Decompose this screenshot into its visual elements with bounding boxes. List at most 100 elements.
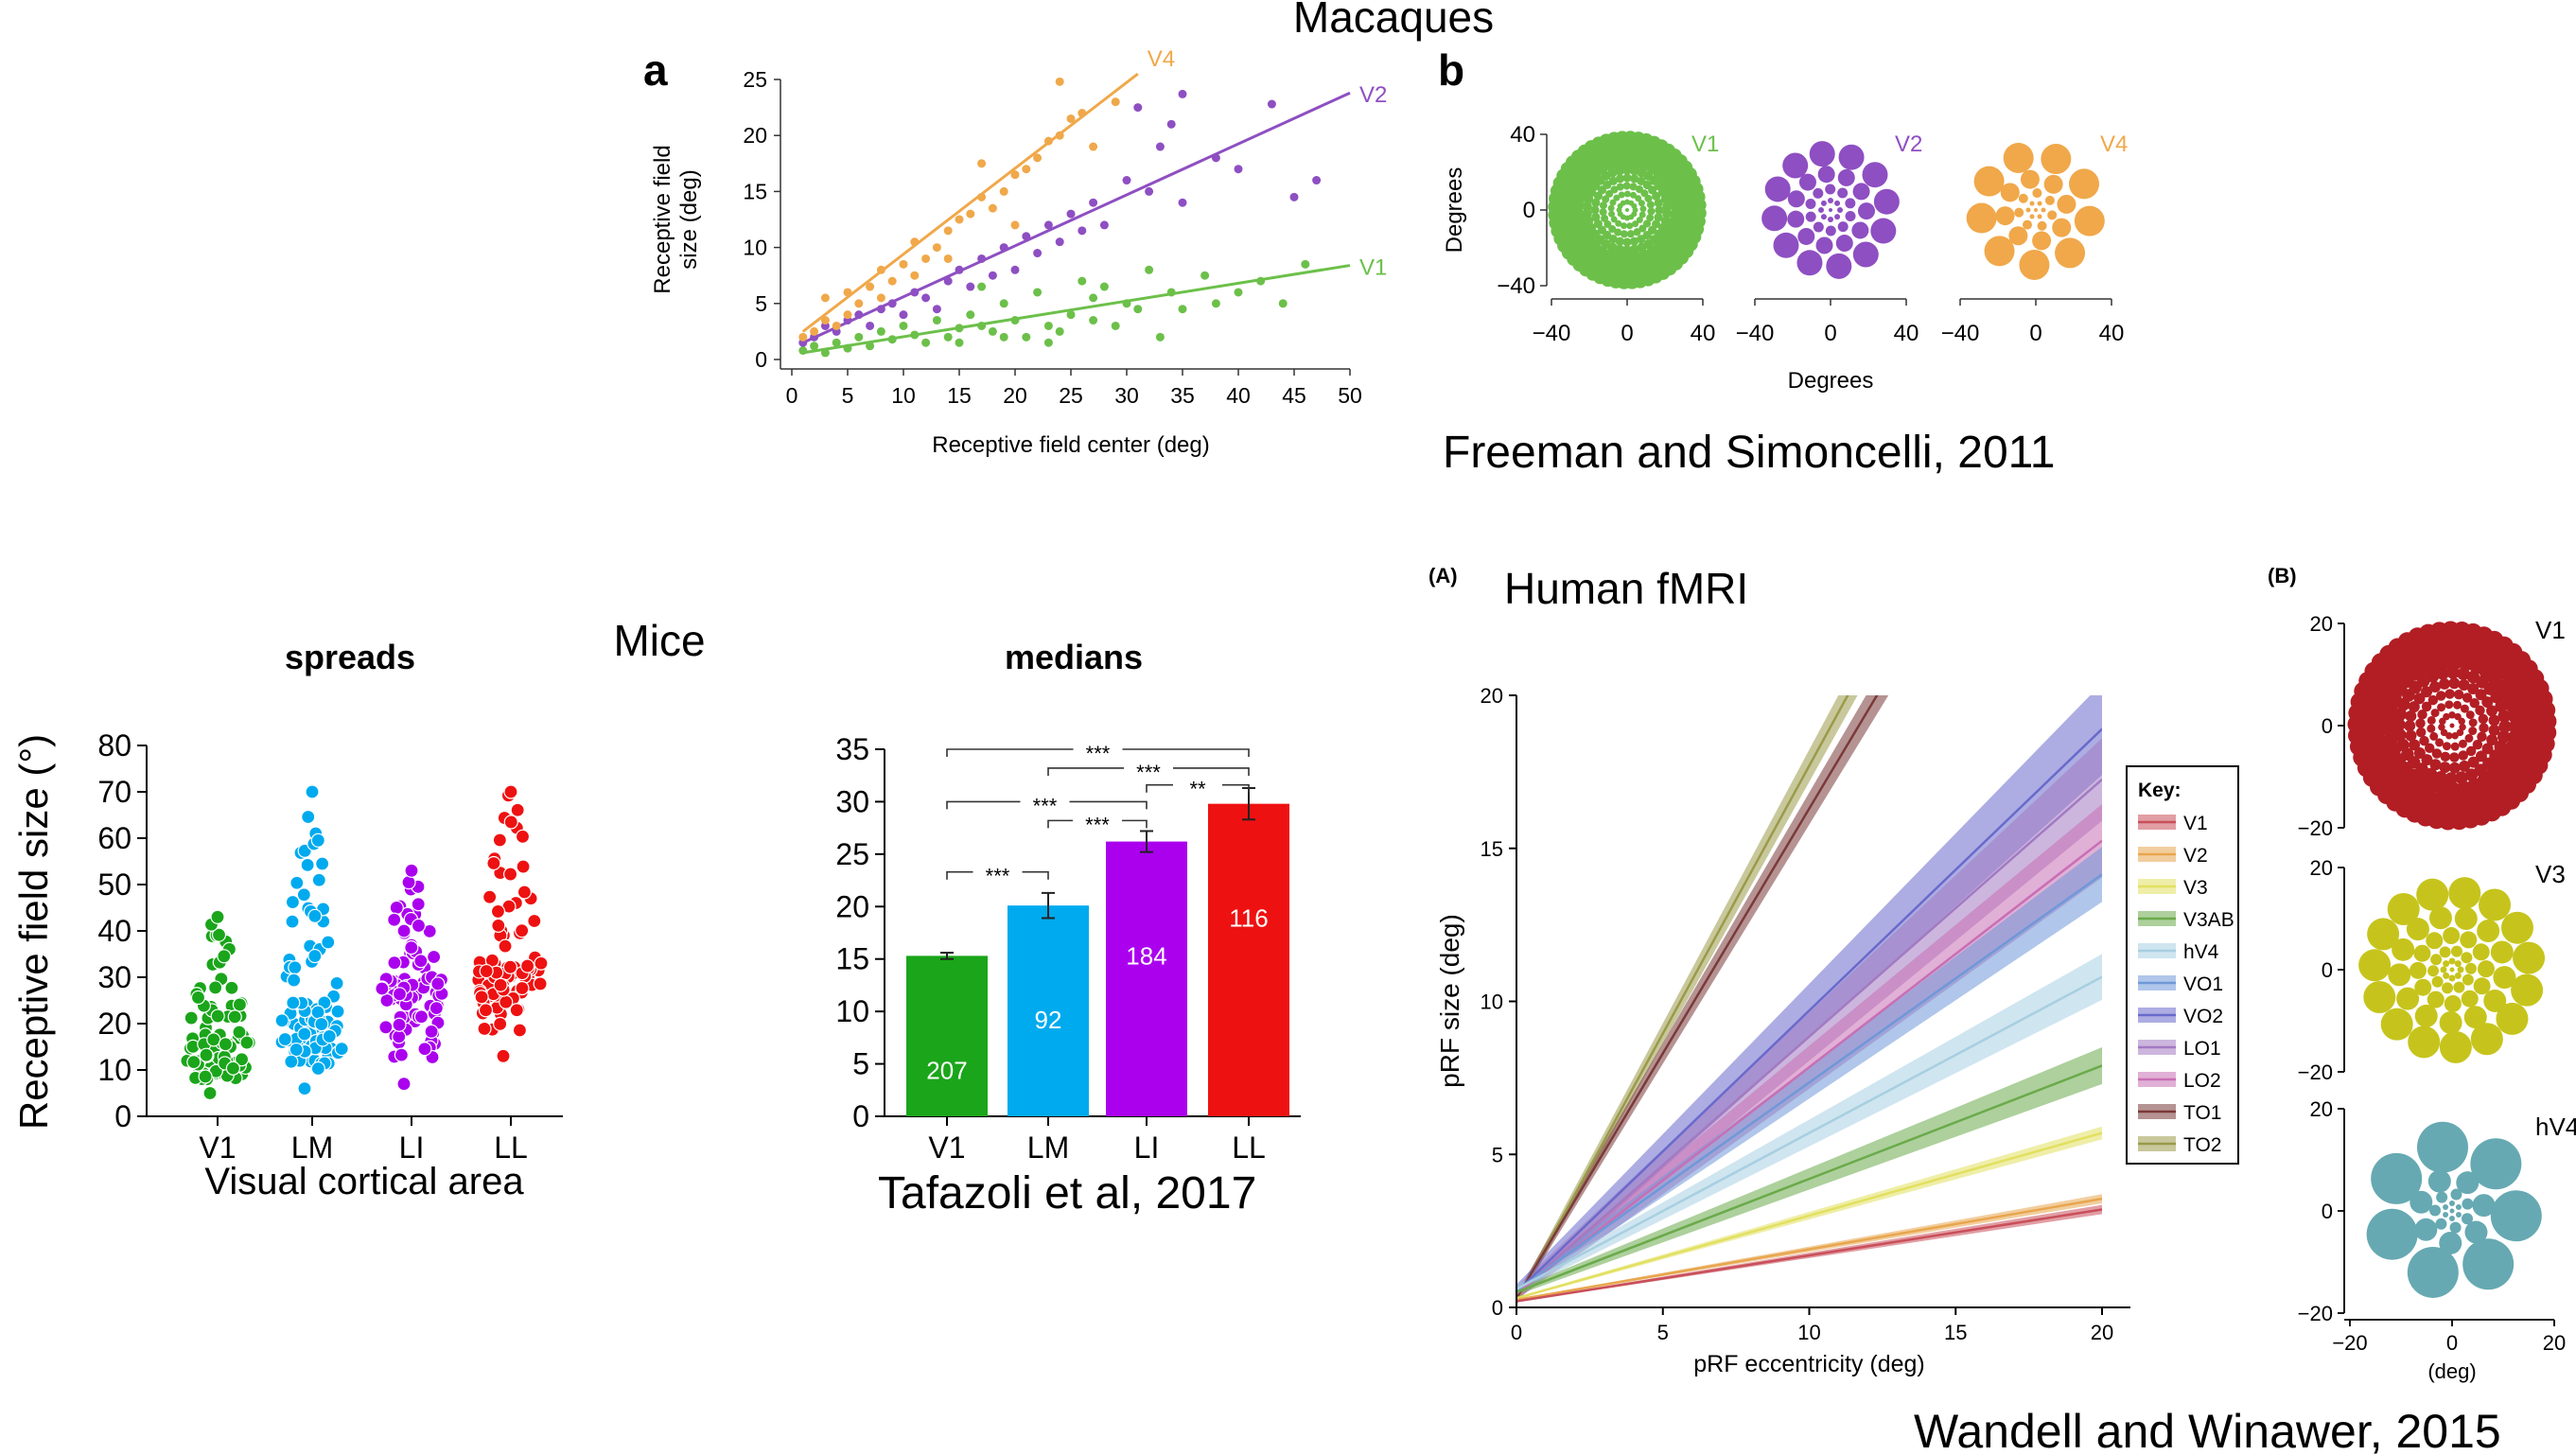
- series-label-v4: V4: [1148, 46, 1175, 72]
- mosaic-receptive-field: [2029, 214, 2035, 219]
- mosaic-receptive-field: [1599, 208, 1607, 217]
- fit-line-v2: [1516, 1197, 2102, 1302]
- data-point-v1: [1133, 305, 1143, 314]
- y-tick-label: 30: [835, 784, 869, 818]
- data-point-v1: [239, 1035, 254, 1050]
- mosaic-receptive-field: [2429, 1204, 2442, 1217]
- data-point-v2: [1010, 265, 1020, 274]
- mosaic-receptive-field: [2408, 1026, 2441, 1059]
- mosaic-receptive-field: [1622, 173, 1632, 183]
- data-point-v4: [1022, 165, 1031, 174]
- mosaic-receptive-field: [2410, 961, 2427, 979]
- x-tick-label: 20: [2091, 1321, 2113, 1344]
- y-axis-label: Receptive fieldsize (deg): [650, 145, 702, 293]
- mosaic-receptive-field: [2428, 906, 2452, 930]
- mosaic-y-tick-label: 0: [1523, 198, 1535, 223]
- mosaic-x-tick-label: −40: [1533, 321, 1571, 346]
- data-point-li: [378, 1020, 394, 1035]
- data-point-v1: [955, 338, 964, 347]
- mosaic-receptive-field: [2444, 994, 2462, 1012]
- mosaic-receptive-field: [2025, 207, 2031, 213]
- significance-label-bg: [1073, 738, 1123, 757]
- y-tick-label: 15: [743, 179, 767, 203]
- bar-count-label: 92: [1035, 1006, 1062, 1034]
- mosaic-receptive-field: [1646, 201, 1655, 209]
- mosaic-receptive-field: [1591, 212, 1601, 222]
- data-point-v2: [1133, 103, 1143, 113]
- mosaic-receptive-field: [2392, 938, 2415, 961]
- data-point-lm: [289, 1042, 304, 1058]
- mosaic-receptive-field: [2475, 705, 2485, 716]
- mosaic-receptive-field: [2032, 188, 2042, 199]
- mosaic-receptive-field: [2472, 943, 2490, 961]
- mosaic-receptive-field: [2435, 738, 2445, 747]
- mosaic-receptive-field: [2047, 210, 2058, 220]
- x-tick-label: 10: [891, 383, 916, 408]
- mosaic-receptive-field: [2363, 980, 2396, 1013]
- data-point-v4: [798, 332, 808, 342]
- data-point-ll: [486, 855, 501, 871]
- mosaic-receptive-field: [2443, 960, 2450, 968]
- mosaic-receptive-field: [2454, 972, 2462, 979]
- mosaic-y-tick-label: −20: [2298, 816, 2333, 840]
- mosaic-receptive-field: [2477, 920, 2500, 943]
- data-point-v1: [1089, 293, 1098, 303]
- mosaic-receptive-field: [1761, 205, 1788, 232]
- data-point-v1: [1145, 265, 1154, 274]
- mosaic-receptive-field: [2380, 1008, 2413, 1041]
- data-point-ll: [498, 938, 513, 954]
- data-point-v4: [1111, 97, 1120, 107]
- significance-label: ***: [1085, 813, 1110, 836]
- data-point-v4: [988, 203, 997, 213]
- confidence-band-v3ab: [1516, 1047, 2102, 1296]
- data-point-v1: [832, 338, 841, 347]
- mosaic-receptive-field: [1615, 174, 1625, 184]
- mosaic-receptive-field: [2429, 759, 2442, 771]
- data-point-v1: [225, 1061, 241, 1076]
- mosaic-receptive-field: [1837, 207, 1843, 213]
- data-point-li: [375, 981, 390, 996]
- mosaic-receptive-field: [1826, 253, 1852, 279]
- mosaic-receptive-field: [1629, 183, 1638, 191]
- significance-label-bg: [973, 860, 1023, 880]
- mosaic-receptive-field: [1660, 194, 1672, 204]
- data-point-v2: [1178, 198, 1187, 207]
- mosaic-receptive-field: [2032, 231, 2052, 251]
- data-point-v1: [1043, 321, 1053, 330]
- mosaic-receptive-field: [2445, 700, 2454, 710]
- mosaic-receptive-field: [1609, 199, 1617, 206]
- mosaic-receptive-field: [2464, 733, 2474, 743]
- y-tick-label: 50: [97, 868, 131, 902]
- mosaic-label-v1: V1: [2535, 616, 2566, 644]
- data-point-v2: [1078, 226, 1087, 236]
- x-axis-label: Receptive field center (deg): [932, 432, 1209, 458]
- series-label-v1: V1: [1359, 255, 1387, 281]
- mosaic-receptive-field: [1798, 173, 1816, 191]
- mosaic-receptive-field: [2431, 975, 2444, 988]
- mosaic-receptive-field: [1805, 211, 1816, 222]
- mosaic-receptive-field: [1984, 236, 2015, 267]
- mosaic-receptive-field: [2449, 1216, 2455, 1221]
- mosaic-receptive-field: [1593, 219, 1603, 229]
- mosaic-receptive-field: [2430, 709, 2440, 718]
- mosaic-receptive-field: [2014, 207, 2024, 218]
- x-tick-label: 20: [1003, 383, 1027, 408]
- mosaic-receptive-field: [2462, 1198, 2474, 1210]
- x-axis-label: pRF eccentricity (deg): [1693, 1351, 1925, 1377]
- data-point-v1: [1033, 288, 1043, 297]
- data-point-v4: [999, 186, 1008, 196]
- citation-wandell: Wandell and Winawer, 2015: [1914, 1405, 2501, 1455]
- data-point-v1: [1301, 259, 1310, 269]
- mosaic-x-tick-label: 20: [2543, 1331, 2566, 1355]
- mosaic-receptive-field: [2443, 927, 2461, 945]
- data-point-lm: [321, 935, 336, 950]
- mosaic-receptive-field: [1820, 200, 1827, 206]
- mosaic-receptive-field: [2458, 739, 2467, 748]
- mosaic-receptive-field: [1630, 191, 1638, 199]
- mosaic-receptive-field: [1610, 216, 1618, 223]
- mosaic-receptive-field: [2044, 195, 2055, 205]
- mosaic-receptive-field: [1616, 183, 1624, 191]
- mosaic-receptive-field: [1601, 214, 1609, 222]
- mosaic-receptive-field: [2453, 981, 2465, 993]
- mosaic-x-tick-label: 40: [1894, 321, 1919, 346]
